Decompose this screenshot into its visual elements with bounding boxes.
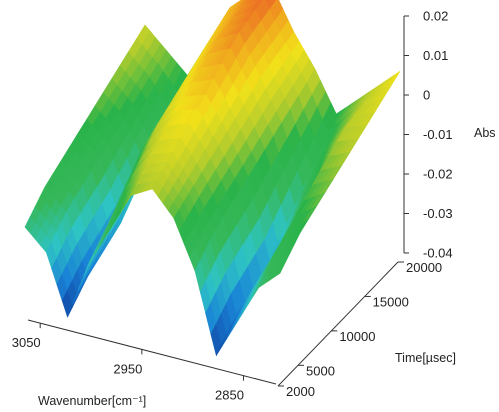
- surface-patch: [273, 262, 286, 278]
- z-tick-label: -0.04: [423, 246, 453, 261]
- wavenumber-tick-label: 2850: [215, 388, 244, 403]
- time-axis-title: Time[µsec]: [395, 351, 456, 365]
- z-tick-label: 0.01: [423, 48, 448, 63]
- wavenumber-tick-label: 3050: [12, 335, 41, 350]
- wavenumber-axis-title: Wavenumber[cm⁻¹]: [38, 394, 146, 408]
- z-tick-label: -0.03: [423, 206, 453, 221]
- time-tick-label: 10000: [339, 329, 375, 344]
- time-tick-label: 20000: [406, 260, 442, 275]
- z-tick-label: 0.02: [423, 9, 448, 24]
- time-tick-label: 2000: [286, 384, 315, 399]
- time-tick-label: 5000: [306, 363, 335, 378]
- wavenumber-axis-line: [27, 319, 277, 385]
- time-tick-label: 15000: [373, 294, 409, 309]
- z-ticks: 0.02 0.01 0 -0.01 -0.02 -0.03 -0.04: [404, 9, 453, 261]
- wavenumber-tick-label: 2950: [113, 361, 142, 376]
- z-axis: 0.02 0.01 0 -0.01 -0.02 -0.03 -0.04 Abs: [403, 9, 496, 261]
- time-ticks: 2000 5000 10000 15000 20000: [278, 260, 442, 399]
- wavenumber-axis: 3050 2950 2850 Wavenumber[cm⁻¹]: [12, 319, 277, 408]
- surface-layer: [24, 0, 401, 357]
- time-axis-line: [277, 261, 399, 387]
- z-axis-title: Abs: [474, 126, 496, 140]
- z-tick-label: -0.02: [423, 167, 453, 182]
- z-tick-label: 0: [423, 88, 430, 103]
- wavenumber-ticks: 3050 2950 2850: [12, 323, 244, 403]
- time-axis: 2000 5000 10000 15000 20000 Time[µsec]: [277, 260, 456, 399]
- z-tick-label: -0.01: [423, 127, 453, 142]
